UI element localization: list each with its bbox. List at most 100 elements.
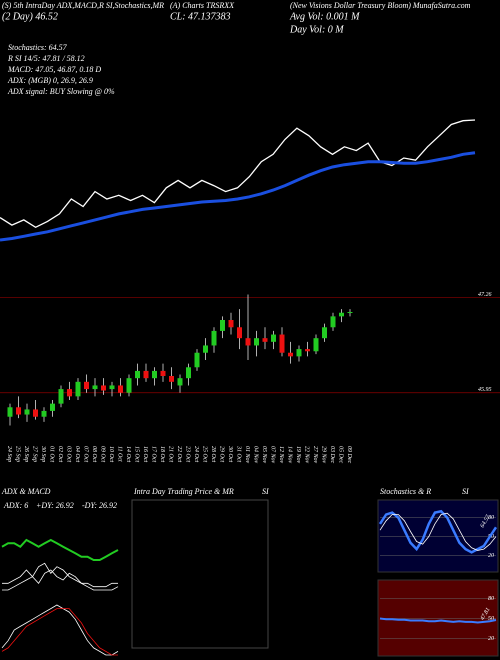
adx-label: ADX: 6 bbox=[3, 501, 28, 510]
x-tick-label: 09 Dec bbox=[346, 446, 352, 463]
candle-body bbox=[41, 410, 47, 417]
y-tick-label: 20 bbox=[488, 636, 494, 642]
x-tick-label: 01 Nov bbox=[244, 446, 250, 464]
x-tick-label: 03 Oct bbox=[66, 446, 72, 462]
series-line bbox=[2, 562, 118, 588]
x-tick-label: 24 Sep bbox=[6, 446, 13, 462]
stat: ADX signal: BUY Slowing @ 0% bbox=[7, 87, 115, 96]
candle-body bbox=[7, 407, 13, 417]
candle-body bbox=[347, 312, 353, 313]
x-tick-label: 29 Nov bbox=[321, 446, 327, 464]
candle-body bbox=[228, 320, 234, 328]
x-tick-label: 08 Oct bbox=[91, 446, 97, 462]
y-tick-label: 80 bbox=[488, 596, 494, 602]
x-tick-label: 04 Oct bbox=[74, 446, 81, 462]
x-tick-label: 14 Nov bbox=[287, 446, 294, 464]
candle-body bbox=[169, 376, 174, 382]
candle-body bbox=[339, 312, 344, 317]
series-line bbox=[1, 538, 119, 561]
candle-body bbox=[24, 409, 30, 415]
candle-body bbox=[186, 367, 191, 379]
candle-body bbox=[84, 381, 89, 390]
candle-body bbox=[118, 385, 123, 393]
series-line bbox=[1, 608, 118, 656]
series-line bbox=[0, 151, 476, 242]
x-tick-label: 05 Dec bbox=[338, 446, 344, 463]
candle-body bbox=[237, 327, 242, 339]
x-tick-label: 02 Oct bbox=[57, 446, 63, 462]
candle-body bbox=[143, 370, 149, 379]
x-tick-label: 27 Sep bbox=[32, 446, 38, 462]
header-center: (A) Charts TRSRXX bbox=[170, 1, 235, 10]
candle-body bbox=[126, 378, 132, 393]
header-right: (New Visions Dollar Treasury Bloom) Muna… bbox=[290, 1, 471, 10]
x-tick-label: 25 Sep bbox=[15, 446, 21, 462]
x-tick-label: 22 Nov bbox=[304, 446, 310, 464]
header-left: (S) 5th IntraDay ADX,MACD,R SI,Stochasti… bbox=[2, 1, 164, 10]
candle-body bbox=[194, 352, 200, 368]
candle-body bbox=[67, 389, 72, 397]
candle-body bbox=[135, 370, 140, 379]
x-tick-label: 31 Oct bbox=[236, 445, 242, 462]
candle-body bbox=[101, 385, 106, 391]
y-tick-label: 80 bbox=[488, 515, 494, 521]
x-tick-label: 23 Oct bbox=[185, 446, 191, 462]
header-2day: (2 Day) 46.52 bbox=[2, 11, 58, 22]
y-tick-label: 47.26 bbox=[478, 291, 492, 298]
candle-body bbox=[92, 385, 98, 390]
x-tick-label: 25 Oct bbox=[202, 446, 208, 462]
x-tick-label: 18 Oct bbox=[159, 446, 165, 462]
header-close: CL: 47.137383 bbox=[170, 11, 231, 22]
candle-body bbox=[152, 370, 157, 379]
x-tick-label: 07 Oct bbox=[83, 446, 89, 462]
rsi-panel bbox=[377, 579, 499, 657]
x-tick-label: 10 Oct bbox=[108, 446, 114, 462]
panel-title: SI bbox=[462, 487, 469, 496]
candle-body bbox=[16, 407, 21, 415]
stat: Stochastics: 64.57 bbox=[8, 43, 68, 52]
series-line bbox=[2, 569, 119, 591]
candle-body bbox=[245, 338, 251, 346]
x-tick-label: 14 Oct bbox=[125, 446, 132, 462]
y-tick-label: 50 bbox=[488, 616, 494, 622]
x-tick-label: 03 Dec bbox=[329, 446, 335, 463]
x-tick-label: 30 Sep bbox=[40, 445, 46, 462]
x-tick-label: 17 Oct bbox=[151, 446, 157, 462]
series-line bbox=[379, 617, 497, 624]
candle-body bbox=[50, 403, 55, 411]
x-tick-label: 07 Nov bbox=[270, 446, 276, 464]
candle-body bbox=[288, 352, 293, 357]
x-tick-label: 16 Oct bbox=[142, 446, 148, 462]
x-tick-label: 11 Oct bbox=[117, 446, 123, 462]
candle-body bbox=[160, 370, 166, 376]
x-tick-label: 01 Oct bbox=[49, 446, 55, 462]
candle-body bbox=[33, 409, 38, 417]
candle-body bbox=[279, 334, 285, 353]
candle-body bbox=[296, 349, 302, 357]
x-tick-label: 04 Nov bbox=[253, 446, 260, 464]
x-tick-label: 12 Nov bbox=[278, 446, 284, 464]
x-tick-label: 28 Oct bbox=[210, 446, 216, 462]
series-line bbox=[1, 604, 119, 656]
intra-panel bbox=[131, 499, 269, 649]
candle-body bbox=[254, 338, 259, 346]
candle-body bbox=[109, 385, 115, 390]
mdi-label: -DY: 26.92 bbox=[82, 501, 117, 510]
x-tick-label: 29 Oct bbox=[219, 446, 225, 462]
x-tick-label: 27 Nov bbox=[312, 446, 318, 464]
candle-body bbox=[211, 330, 217, 346]
panel-title: Intra Day Trading Price & MR bbox=[133, 487, 234, 496]
x-tick-label: 05 Nov bbox=[261, 446, 267, 464]
x-tick-label: 22 Oct bbox=[176, 446, 182, 462]
x-tick-label: 15 Oct bbox=[134, 446, 140, 462]
panel-title: Stochastics & R bbox=[380, 487, 431, 496]
x-tick-label: 30 Oct bbox=[227, 445, 233, 462]
y-tick-label: 45.95 bbox=[478, 386, 492, 393]
stat: R SI 14/5: 47.81 / 58.12 bbox=[7, 54, 85, 63]
y-tick-label: 20 bbox=[488, 553, 494, 559]
stat: ADX: (MGB) 0, 26.9, 26.9 bbox=[7, 76, 93, 85]
candle-body bbox=[75, 381, 81, 397]
candle-body bbox=[271, 334, 276, 342]
x-tick-label: 09 Oct bbox=[100, 446, 106, 462]
